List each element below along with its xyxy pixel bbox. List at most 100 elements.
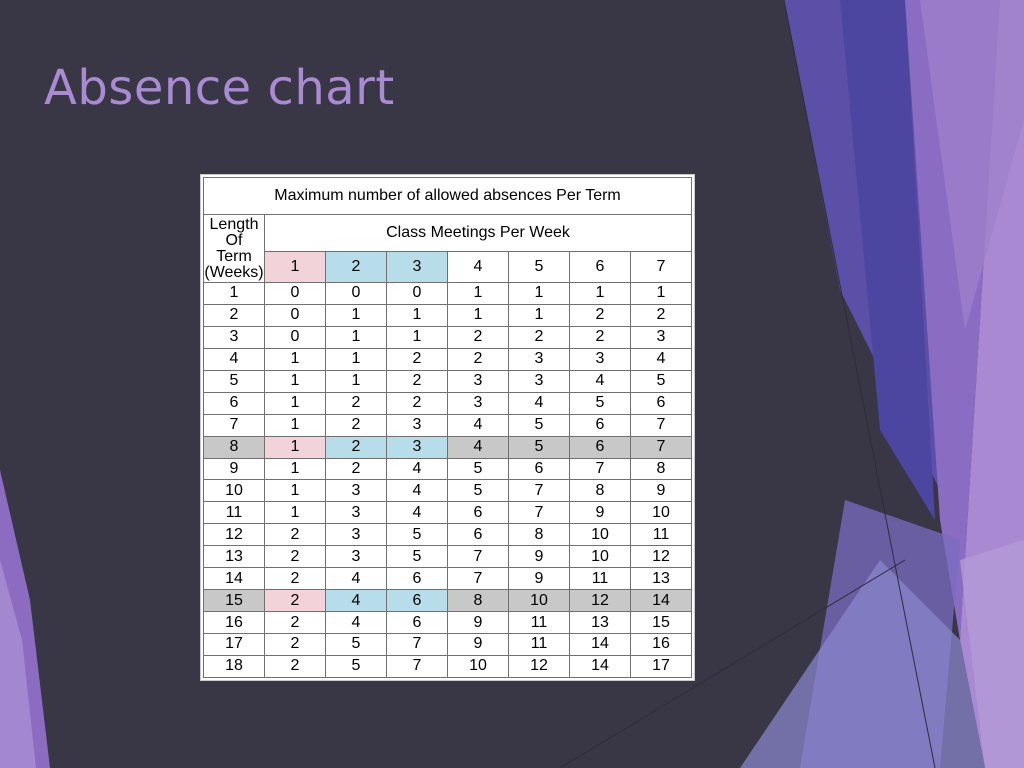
absence-value-cell: 15 <box>630 611 692 634</box>
absence-value-cell: 0 <box>264 325 326 349</box>
absence-value-cell: 1 <box>569 282 631 305</box>
slide-title: Absence chart <box>44 60 395 116</box>
table-row: 18 2 5 7 10 12 14 17 <box>203 654 692 679</box>
absence-value-cell: 2 <box>264 654 326 679</box>
absence-value-cell: 9 <box>447 611 509 634</box>
absence-table-image: Maximum number of allowed absences Per T… <box>200 174 695 681</box>
absence-value-cell: 4 <box>386 501 448 525</box>
absence-value-cell: 6 <box>386 611 448 634</box>
absence-value-cell: 2 <box>447 325 509 349</box>
absence-value-cell: 11 <box>630 523 692 547</box>
absence-value-cell: 5 <box>386 545 448 569</box>
term-weeks-cell: 17 <box>203 633 265 656</box>
caption-row: Maximum number of allowed absences Per T… <box>203 177 692 215</box>
term-weeks-cell: 12 <box>203 523 265 547</box>
absence-value-cell: 14 <box>569 633 631 656</box>
term-weeks-cell: 16 <box>203 611 265 634</box>
meeting-column-header: 4 <box>447 251 509 283</box>
absence-value-cell: 8 <box>630 457 692 481</box>
meetings-header-row: Length Of Term (Weeks) Class Meetings Pe… <box>203 214 692 283</box>
absence-value-cell: 6 <box>447 523 509 547</box>
absence-value-cell: 3 <box>447 391 509 415</box>
absence-value-cell: 5 <box>630 369 692 393</box>
absence-value-cell: 3 <box>508 347 570 371</box>
absence-value-cell: 12 <box>569 589 631 613</box>
absence-value-cell: 0 <box>264 282 326 305</box>
absence-value-cell: 1 <box>386 325 448 349</box>
absence-value-cell: 8 <box>447 589 509 613</box>
absence-value-cell: 3 <box>325 545 387 569</box>
term-weeks-cell: 14 <box>203 567 265 591</box>
table-row: 13 2 3 5 7 9 10 12 <box>203 545 692 569</box>
absence-value-cell: 3 <box>447 369 509 393</box>
absence-value-cell: 7 <box>447 545 509 569</box>
absence-value-cell: 1 <box>630 282 692 305</box>
absence-value-cell: 11 <box>508 633 570 656</box>
absence-value-cell: 4 <box>325 611 387 634</box>
absence-value-cell: 5 <box>325 633 387 656</box>
absence-value-cell: 7 <box>508 479 570 503</box>
absence-value-cell: 0 <box>386 282 448 305</box>
absence-value-cell: 5 <box>386 523 448 547</box>
absence-value-cell: 13 <box>630 567 692 591</box>
absence-value-cell: 2 <box>569 325 631 349</box>
term-header-line-2: Term <box>216 247 252 265</box>
absence-value-cell: 0 <box>264 303 326 327</box>
absence-value-cell: 1 <box>325 369 387 393</box>
absence-value-cell: 2 <box>264 633 326 656</box>
absence-value-cell: 1 <box>508 282 570 305</box>
meeting-column-header: 6 <box>569 251 631 283</box>
absence-value-cell: 4 <box>447 413 509 437</box>
table-row: 16 2 4 6 9 11 13 15 <box>203 611 692 634</box>
absence-value-cell: 5 <box>447 457 509 481</box>
absence-value-cell: 3 <box>325 501 387 525</box>
absence-value-cell: 4 <box>447 435 509 459</box>
absence-value-cell: 1 <box>264 435 326 459</box>
absence-value-cell: 3 <box>386 413 448 437</box>
table-row: 17 2 5 7 9 11 14 16 <box>203 633 692 656</box>
absence-value-cell: 2 <box>447 347 509 371</box>
absence-value-cell: 1 <box>264 413 326 437</box>
absence-value-cell: 2 <box>264 611 326 634</box>
absence-value-cell: 2 <box>386 369 448 393</box>
absence-value-cell: 4 <box>325 589 387 613</box>
absence-value-cell: 6 <box>386 567 448 591</box>
absence-value-cell: 4 <box>386 479 448 503</box>
meeting-column-header: 2 <box>325 251 387 283</box>
absence-value-cell: 6 <box>569 413 631 437</box>
absence-value-cell: 4 <box>569 369 631 393</box>
absence-value-cell: 3 <box>325 523 387 547</box>
absence-value-cell: 8 <box>569 479 631 503</box>
absence-value-cell: 1 <box>264 369 326 393</box>
absence-value-cell: 12 <box>508 654 570 679</box>
absence-value-cell: 4 <box>386 457 448 481</box>
absence-value-cell: 12 <box>630 545 692 569</box>
absence-value-cell: 0 <box>325 282 387 305</box>
absence-value-cell: 10 <box>630 501 692 525</box>
term-weeks-cell: 13 <box>203 545 265 569</box>
absence-value-cell: 3 <box>325 479 387 503</box>
absence-value-cell: 2 <box>325 435 387 459</box>
absence-value-cell: 10 <box>508 589 570 613</box>
absence-value-cell: 9 <box>630 479 692 503</box>
meeting-column-header: 1 <box>264 251 326 283</box>
absence-table: Maximum number of allowed absences Per T… <box>203 177 692 679</box>
absence-value-cell: 11 <box>508 611 570 634</box>
absence-value-cell: 3 <box>630 325 692 349</box>
term-weeks-cell: 2 <box>203 303 265 327</box>
absence-value-cell: 1 <box>264 479 326 503</box>
absence-value-cell: 7 <box>447 567 509 591</box>
absence-value-cell: 2 <box>264 589 326 613</box>
absence-value-cell: 4 <box>630 347 692 371</box>
absence-value-cell: 5 <box>508 413 570 437</box>
term-weeks-cell: 1 <box>203 282 265 305</box>
absence-value-cell: 2 <box>264 523 326 547</box>
absence-value-cell: 6 <box>447 501 509 525</box>
absence-value-cell: 17 <box>630 654 692 679</box>
absence-value-cell: 7 <box>630 413 692 437</box>
meeting-column-header: 3 <box>386 251 448 283</box>
